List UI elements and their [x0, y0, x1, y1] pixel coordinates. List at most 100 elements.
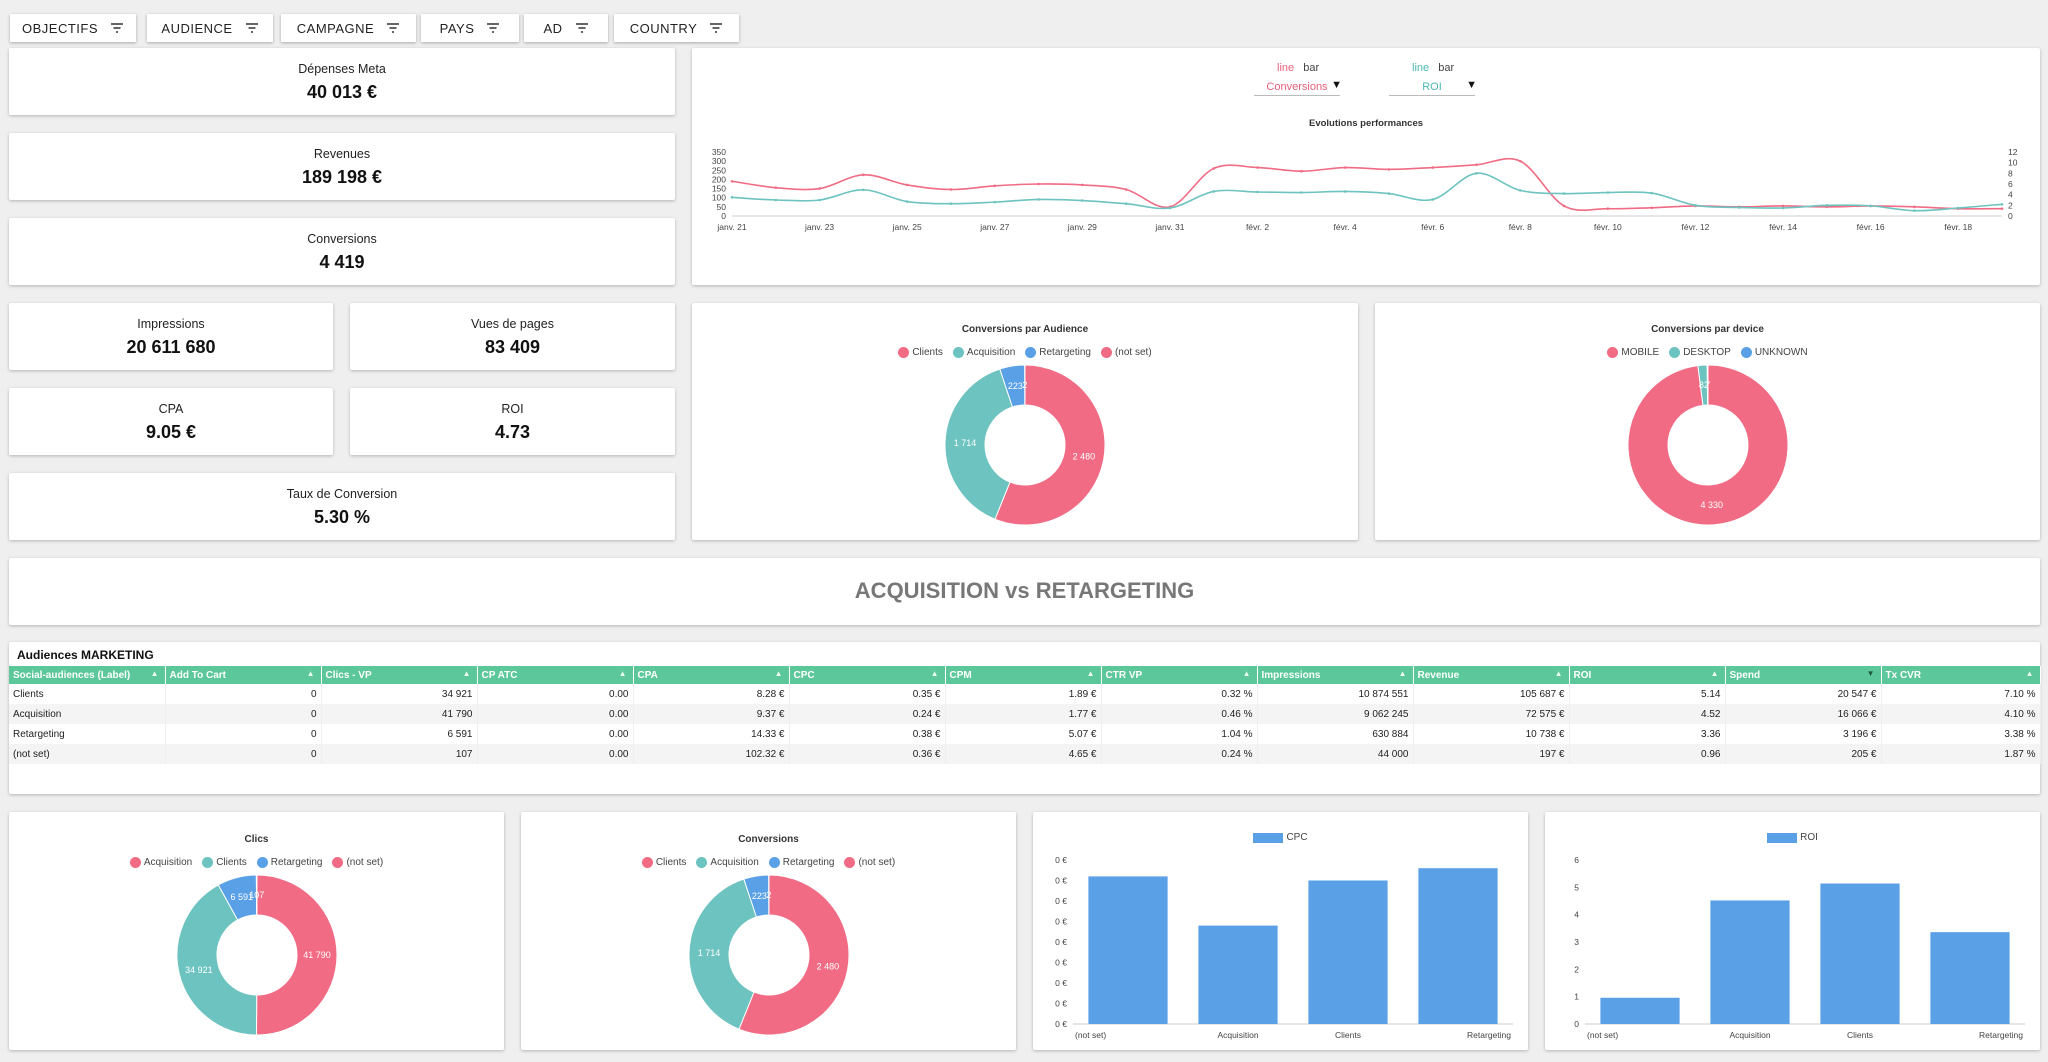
series-point: [1387, 192, 1391, 195]
column-header[interactable]: Tx CVR ▲: [1881, 666, 2041, 684]
legend-item[interactable]: Clients: [898, 347, 943, 358]
donut-slice: [255, 874, 258, 916]
legend-item[interactable]: Acquisition: [696, 857, 759, 868]
column-header-label: ROI: [1573, 669, 1592, 681]
right-chart-type-toggle[interactable]: line bar: [1412, 62, 1454, 74]
legend-item[interactable]: Retargeting: [256, 857, 322, 868]
sort-icon[interactable]: ▲: [1086, 669, 1095, 678]
legend-label: UNKNOWN: [1754, 347, 1808, 358]
left-metric-select[interactable]: Conversions ▼: [1254, 79, 1342, 96]
kpi-label: Dépenses Meta: [298, 62, 386, 76]
table-cell: 7.10 %: [1881, 684, 2041, 704]
kpi-label: Taux de Conversion: [286, 487, 398, 501]
toggle-bar[interactable]: bar: [1303, 62, 1320, 74]
filter-label: PAYS: [439, 20, 475, 36]
toggle-line[interactable]: line: [1412, 62, 1430, 74]
legend-item[interactable]: (not set): [332, 857, 383, 868]
left-chart-type-toggle[interactable]: line bar: [1277, 62, 1319, 74]
column-header[interactable]: Social-audiences (Label) ▲: [9, 666, 166, 684]
column-header[interactable]: Impressions ▲: [1257, 666, 1414, 684]
sort-icon[interactable]: ▲: [462, 669, 471, 678]
series-point: [1956, 206, 1960, 210]
sort-desc-icon[interactable]: ▼: [1866, 669, 1875, 678]
sort-icon[interactable]: ▲: [1710, 669, 1719, 678]
legend-item[interactable]: Retargeting: [768, 857, 834, 868]
y-right-tick-label: 2: [2008, 200, 2013, 210]
toggle-bar[interactable]: bar: [1438, 62, 1455, 74]
table-row[interactable]: Acquisition 0 41 790 0.00 9.37 €0.24 €1.77 €…: [9, 704, 2041, 724]
sort-icon[interactable]: ▲: [1398, 669, 1407, 678]
column-header[interactable]: Spend ▼: [1725, 666, 1882, 684]
evolution-card: line bar Conversions ▼ line bar ROI ▼ Ev…: [692, 48, 2040, 285]
legend-item[interactable]: (not set): [1100, 347, 1152, 358]
column-header-label: Spend: [1729, 669, 1761, 681]
table-cell: 0: [165, 724, 322, 744]
legend-item[interactable]: Clients: [202, 857, 247, 868]
filter-audience[interactable]: AUDIENCE: [147, 14, 273, 42]
table-cell: Acquisition: [9, 704, 166, 724]
column-header[interactable]: CTR VP ▲: [1101, 666, 1258, 684]
filter-ad[interactable]: AD: [524, 14, 608, 42]
filter-objectifs[interactable]: OBJECTIFS: [10, 14, 136, 42]
table-cell: 9.37 €: [633, 704, 790, 724]
column-header[interactable]: ROI ▲: [1569, 666, 1726, 684]
cpc-bar-chart: 0 € 0 € 0 € 0 € 0 € 0 € 0 € 0 € 0 € (not set) Acqu…: [1055, 855, 1513, 1040]
filter-label: AUDIENCE: [161, 20, 233, 36]
sort-icon[interactable]: ▲: [2025, 669, 2034, 678]
legend-item[interactable]: DESKTOP: [1669, 347, 1731, 358]
table-cell: 0.46 %: [1101, 704, 1258, 724]
legend-item[interactable]: Clients: [641, 857, 686, 868]
sort-icon[interactable]: ▲: [306, 669, 315, 678]
table-row[interactable]: Clients 0 34 921 0.00 8.28 €0.35 €1.89 €0.32…: [9, 684, 2041, 704]
column-header[interactable]: CPC ▲: [789, 666, 946, 684]
legend-item[interactable]: Acquisition: [129, 857, 192, 868]
legend-item[interactable]: Acquisition: [952, 347, 1015, 358]
filter-country[interactable]: COUNTRY: [614, 14, 739, 42]
table-row[interactable]: (not set) 0 107 0.00 102.32 €0.36 €4.65 €0.2…: [9, 744, 2041, 764]
legend-item[interactable]: UNKNOWN: [1740, 347, 1808, 358]
table-row[interactable]: Retargeting 0 6 591 0.00 14.33 €0.38 €5.07 €…: [9, 724, 2041, 744]
sort-icon[interactable]: ▲: [930, 669, 939, 678]
column-header-label: Add To Cart: [169, 669, 226, 681]
legend-item[interactable]: MOBILE: [1607, 347, 1659, 358]
column-header[interactable]: Add To Cart ▲: [165, 666, 322, 684]
legend-item[interactable]: Retargeting: [1025, 347, 1091, 358]
kpi-label: Conversions: [307, 232, 377, 246]
series-point: [862, 173, 865, 177]
y-right-tick-label: 4: [2008, 190, 2013, 200]
table-cell: 14.33 €: [633, 724, 790, 744]
sort-icon[interactable]: ▲: [150, 669, 159, 678]
sort-icon[interactable]: ▲: [774, 669, 783, 678]
column-header[interactable]: CPA ▲: [633, 666, 790, 684]
series-point: [1518, 189, 1522, 192]
column-header[interactable]: CP ATC ▲: [477, 666, 634, 684]
filter-pays[interactable]: PAYS: [421, 14, 519, 42]
right-metric-select[interactable]: ROI ▼: [1389, 79, 1477, 96]
sort-icon[interactable]: ▲: [1554, 669, 1563, 678]
x-tick-label: févr. 14: [1769, 222, 1797, 232]
column-header[interactable]: CPM ▲: [945, 666, 1102, 684]
legend-dot: [129, 857, 141, 868]
table-cell: 4.10 %: [1881, 704, 2041, 724]
series-point: [1037, 198, 1040, 201]
legend-dot: [768, 857, 780, 868]
sort-icon[interactable]: ▲: [1242, 669, 1251, 678]
column-header[interactable]: Clics - VP ▲: [321, 666, 478, 684]
sort-icon[interactable]: ▲: [618, 669, 627, 678]
kpi-label: CPA: [158, 402, 184, 416]
series-point: [774, 198, 778, 202]
x-tick-label: févr. 2: [1246, 222, 1269, 232]
slice-value-label: 223: [1008, 381, 1023, 391]
slice-value-label: 2: [766, 890, 771, 900]
filter-campagne[interactable]: CAMPAGNE: [281, 14, 416, 42]
legend-label: (not set): [858, 857, 896, 868]
column-header[interactable]: Revenue ▲: [1413, 666, 1570, 684]
slice-value-label: 34 921: [185, 965, 213, 975]
slice-value-label: 6 591: [231, 892, 254, 902]
table-cell: 107: [321, 744, 478, 764]
toggle-line[interactable]: line: [1277, 62, 1295, 74]
legend-item[interactable]: (not set): [844, 857, 895, 868]
legend-label: Clients: [216, 857, 247, 868]
series-point: [1212, 167, 1216, 170]
series-point: [1431, 166, 1434, 169]
